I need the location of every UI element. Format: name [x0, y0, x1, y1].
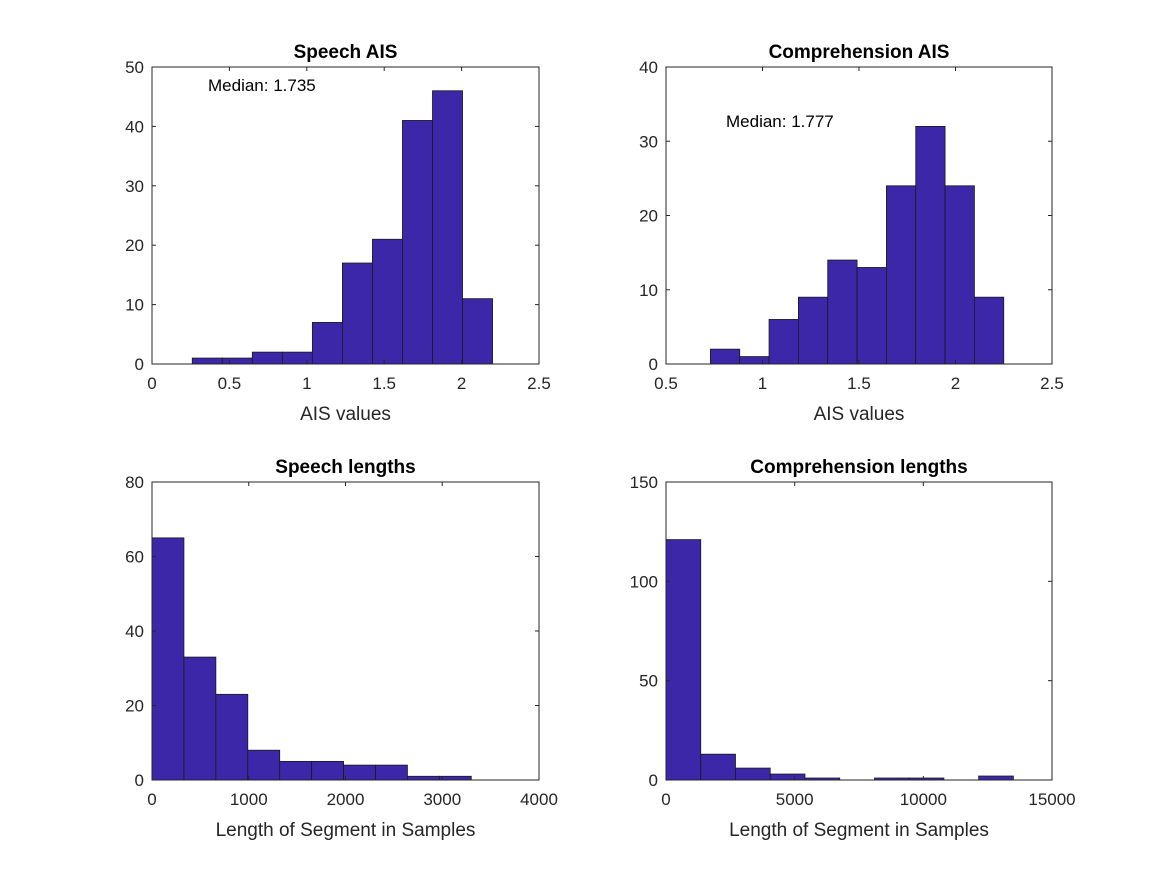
y-tick-label: 20: [125, 697, 144, 716]
subplot-4: 0 5000 10000 15000 0 50 100 150 Comprehension le…: [630, 457, 1076, 841]
histogram-bar: [311, 322, 343, 365]
x-tick-label: 2: [951, 374, 960, 393]
histogram-bar: [915, 126, 946, 365]
histogram-bar: [768, 319, 799, 365]
histogram-bar: [247, 749, 281, 781]
y-tick-label: 0: [649, 771, 658, 790]
x-tick-label: 5000: [776, 790, 814, 809]
x-tick-label: 2.5: [1040, 374, 1064, 393]
y-tick-label: 30: [639, 132, 658, 151]
histogram-bar: [886, 185, 917, 365]
histogram-bar: [797, 296, 829, 365]
x-tick-label: 0.5: [218, 374, 242, 393]
x-tick-label: 0: [147, 790, 156, 809]
histogram-bar: [827, 259, 858, 365]
axes-box: [151, 66, 540, 365]
x-axis-label: AIS values: [300, 404, 391, 425]
histogram-bar: [856, 267, 887, 365]
y-tick-label: 0: [135, 355, 144, 374]
y-tick-label: 60: [125, 548, 144, 567]
x-tick-label: 0: [147, 374, 156, 393]
subplot-1: 0 0.5 1 1.5 2 2.5 0 10 20 30 40 50 Speech AIS AIS val…: [125, 42, 551, 425]
histogram-bar: [407, 775, 440, 781]
histogram-bar: [151, 537, 185, 781]
x-tick-label: 4000: [520, 790, 558, 809]
x-tick-label: 1: [758, 374, 767, 393]
histogram-bar: [978, 775, 1014, 781]
y-tick-label: 10: [125, 296, 144, 315]
chart-title: Speech lengths: [275, 457, 415, 478]
histogram-bar: [342, 262, 373, 365]
histogram-bar: [402, 120, 433, 365]
histogram-bar: [944, 185, 975, 365]
x-tick-label: 1000: [230, 790, 268, 809]
y-tick-label: 40: [125, 117, 144, 136]
histogram-bar: [372, 238, 403, 365]
histogram-bar: [665, 539, 702, 781]
chart-title: Comprehension AIS: [769, 42, 950, 63]
histogram-bar: [191, 357, 223, 365]
y-tick-label: 80: [125, 473, 144, 492]
x-tick-label: 3000: [423, 790, 461, 809]
y-tick-label: 0: [135, 771, 144, 790]
y-tick-label: 30: [125, 177, 144, 196]
x-tick-label: 1.5: [847, 374, 871, 393]
x-tick-label: 10000: [900, 790, 947, 809]
x-tick-label: 2.5: [527, 374, 551, 393]
subplot-3: 0 1000 2000 3000 4000 0 20 40 60 80 Speech lengths…: [125, 457, 558, 841]
histogram-bar: [375, 764, 408, 781]
x-axis-label: Length of Segment in Samples: [729, 820, 989, 841]
histogram-bar: [700, 753, 736, 781]
median-annotation: Median: 1.735: [208, 76, 316, 95]
histogram-bar: [311, 760, 344, 781]
x-tick-label: 1: [302, 374, 311, 393]
histogram-bar: [251, 351, 283, 365]
y-tick-label: 50: [125, 58, 144, 77]
subplot-2: 0.5 1 1.5 2 2.5 0 10 20 30 40 Comprehension AIS AIS…: [639, 42, 1064, 425]
y-tick-label: 0: [649, 355, 658, 374]
x-tick-label: 2000: [327, 790, 365, 809]
y-tick-label: 20: [639, 207, 658, 226]
histogram-bar: [343, 764, 376, 781]
x-axis-label: Length of Segment in Samples: [216, 820, 476, 841]
x-tick-label: 1.5: [372, 374, 396, 393]
histogram-bar: [221, 357, 253, 365]
y-tick-label: 20: [125, 236, 144, 255]
y-tick-label: 150: [630, 473, 658, 492]
y-tick-label: 40: [639, 58, 658, 77]
x-tick-label: 15000: [1028, 790, 1075, 809]
histogram-bar: [281, 351, 313, 365]
histogram-bar: [769, 773, 806, 781]
chart-title: Speech AIS: [294, 42, 398, 63]
x-axis-label: AIS values: [814, 404, 905, 425]
histogram-bar: [974, 296, 1005, 365]
axes-box: [665, 481, 1053, 781]
histogram-bar: [215, 693, 249, 781]
median-annotation: Median: 1.777: [726, 112, 834, 131]
histogram-bar: [279, 760, 313, 781]
histogram-bar: [438, 775, 472, 781]
histogram-bar: [462, 298, 493, 365]
x-tick-label: 2: [457, 374, 466, 393]
y-tick-label: 50: [639, 672, 658, 691]
histogram-bar: [432, 90, 463, 365]
y-tick-label: 100: [630, 572, 658, 591]
x-tick-label: 0.5: [654, 374, 678, 393]
histogram-bar: [735, 767, 771, 781]
y-tick-label: 40: [125, 622, 144, 641]
histogram-bar: [709, 348, 741, 365]
x-tick-label: 0: [661, 790, 670, 809]
chart-title: Comprehension lengths: [750, 457, 967, 478]
histogram-bar: [739, 356, 770, 365]
histogram-bar: [183, 656, 217, 781]
y-tick-label: 10: [639, 281, 658, 300]
